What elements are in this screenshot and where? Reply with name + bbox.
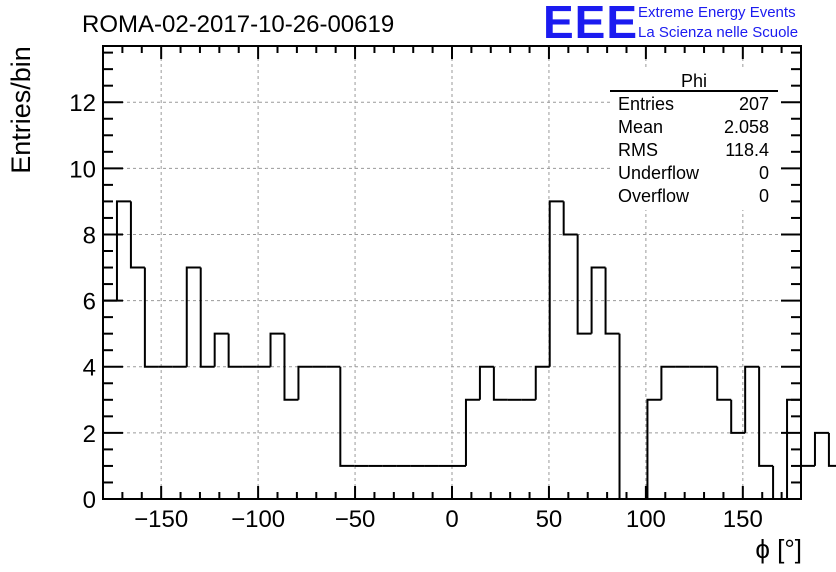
histogram-bin: [618, 333, 634, 500]
y-tick-label: 0: [83, 487, 96, 514]
eee-logo-mark: EEE: [543, 0, 639, 48]
stats-row-value: 118.4: [725, 140, 769, 160]
logo-line-1: Extreme Energy Events: [638, 4, 796, 21]
histogram-bin: [660, 365, 676, 400]
histogram-bin: [730, 399, 746, 434]
stats-row-value: 0: [759, 186, 769, 206]
histogram-bin: [492, 366, 508, 401]
histogram-bin: [772, 465, 788, 500]
histogram-bin: [813, 431, 829, 466]
x-axis-label: ϕ [°]: [755, 534, 802, 564]
histogram-bin: [199, 267, 215, 368]
histogram-bin: [562, 201, 578, 236]
x-tick-label: −150: [134, 506, 188, 533]
x-tick-label: −50: [335, 506, 376, 533]
logo-line-2: La Scienza nelle Scuole: [638, 24, 799, 41]
histogram-bin: [213, 332, 229, 367]
x-tick-label: −100: [231, 506, 285, 533]
histogram-bin: [283, 333, 299, 401]
y-tick-label: 2: [83, 421, 96, 448]
histogram-bin: [758, 366, 774, 467]
histogram-bin: [827, 432, 836, 467]
histogram-bin: [800, 399, 815, 467]
stats-row-label: Overflow: [618, 186, 690, 206]
stats-row-value: 207: [739, 94, 769, 114]
histogram-bin: [227, 333, 243, 368]
y-tick-label: 12: [69, 90, 96, 117]
y-tick-label: 8: [83, 222, 96, 249]
histogram-bin: [604, 267, 620, 335]
histogram-bin: [646, 398, 662, 499]
stats-row-value: 0: [759, 163, 769, 183]
stats-row-label: Underflow: [618, 163, 700, 183]
histogram-bin: [590, 266, 606, 334]
histogram-bin: [744, 365, 760, 433]
stats-row-label: Entries: [618, 94, 674, 114]
histogram-bin: [464, 398, 480, 466]
histogram-bin: [269, 332, 285, 367]
histogram-bin: [115, 200, 131, 301]
histogram-bars: [102, 200, 836, 500]
stats-title: Phi: [681, 71, 707, 91]
y-tick-label: 10: [69, 156, 96, 183]
histogram-bin: [185, 266, 201, 367]
stats-row-value: 2.058: [724, 117, 769, 137]
histogram-bin: [129, 201, 145, 269]
histogram-bin: [716, 366, 732, 401]
grid-lines: [103, 46, 801, 499]
chart-title: ROMA-02-2017-10-26-00619: [82, 11, 394, 38]
histogram-bin: [143, 267, 159, 368]
stats-row-label: RMS: [618, 140, 658, 160]
stats-row-label: Mean: [618, 117, 663, 137]
histogram-bin: [297, 365, 313, 400]
x-tick-label: 0: [445, 506, 458, 533]
x-tick-label: 150: [723, 506, 763, 533]
eee-logo: EEE Extreme Energy Events La Scienza nel…: [543, 0, 833, 48]
y-tick-label: 6: [83, 289, 96, 316]
y-tick-label: 4: [83, 355, 96, 382]
tick-labels: −150 −100 −50 0 50 100 150 0 2 4 6 8 10 12: [69, 90, 763, 533]
histogram-bin: [478, 365, 494, 400]
histogram-bin: [339, 366, 355, 467]
histogram-bin: [548, 200, 564, 367]
y-axis-label: Entries/bin: [6, 46, 36, 174]
histogram-bin: [534, 365, 550, 400]
stats-box-background: [610, 70, 778, 210]
axis-ticks: [103, 46, 802, 500]
x-tick-label: 100: [626, 506, 666, 533]
histogram-bin: [576, 234, 592, 335]
x-tick-label: 50: [536, 506, 563, 533]
stats-box: Phi Entries 207 Mean 2.058 RMS 118.4 Underflow 0…: [610, 70, 778, 210]
